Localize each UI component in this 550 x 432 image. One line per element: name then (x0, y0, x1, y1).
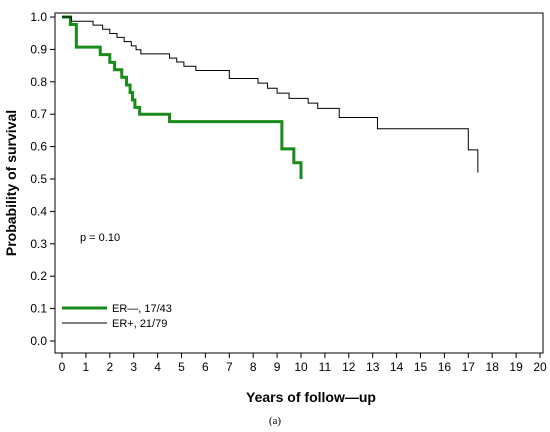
y-tick-label: 0.7 (30, 107, 47, 121)
x-tick-label: 8 (250, 360, 257, 374)
x-tick-label: 7 (226, 360, 233, 374)
y-tick-label: 0.5 (30, 172, 47, 186)
x-tick-label: 12 (342, 360, 356, 374)
y-tick-label: 0.9 (30, 42, 47, 56)
x-tick-label: 9 (274, 360, 281, 374)
er-negative-curve (62, 15, 303, 179)
x-tick-label: 20 (533, 360, 547, 374)
y-tick-label: 0.3 (30, 237, 47, 251)
er-positive-curve (62, 16, 479, 173)
figure-caption: (a) (269, 415, 282, 427)
x-tick-label: 18 (486, 360, 500, 374)
y-axis-title: Probability of survival (3, 110, 19, 256)
x-tick-label: 16 (438, 360, 452, 374)
survival-curves (62, 15, 479, 179)
legend-label-er-neg: ER—, 17/43 (112, 303, 172, 315)
x-tick-label: 4 (154, 360, 161, 374)
y-tick-label: 0.6 (30, 140, 47, 154)
y-tick-label: 0.8 (30, 75, 47, 89)
y-tick-label: 0.0 (30, 334, 47, 348)
y-axis: 0.0 0.1 0.2 0.3 0.4 0.5 0.6 0.7 0.8 0.9 1.0 (30, 10, 55, 348)
x-tick-label: 19 (509, 360, 523, 374)
x-axis-title: Years of follow—up (246, 389, 376, 405)
x-tick-label: 13 (366, 360, 380, 374)
x-tick-label: 0 (59, 360, 66, 374)
legend: ER—, 17/43 ER+, 21/79 (62, 303, 172, 330)
x-tick-label: 17 (462, 360, 476, 374)
x-tick-label: 10 (294, 360, 308, 374)
x-tick-label: 6 (202, 360, 209, 374)
x-tick-label: 15 (414, 360, 428, 374)
plot-frame (54, 12, 544, 354)
x-tick-label: 3 (130, 360, 137, 374)
x-tick-label: 1 (83, 360, 90, 374)
y-tick-label: 0.1 (30, 302, 47, 316)
y-tick-label: 0.4 (30, 204, 47, 218)
p-value-annotation: p = 0.10 (80, 232, 120, 244)
x-tick-label: 11 (319, 360, 332, 374)
legend-label-er-pos: ER+, 21/79 (112, 318, 167, 330)
y-tick-label: 0.2 (30, 269, 47, 283)
x-tick-label: 5 (178, 360, 185, 374)
x-axis: 0 1 2 3 4 5 6 7 8 9 10 11 12 13 14 15 16 17 18 19 20 (59, 353, 547, 374)
y-tick-label: 1.0 (30, 10, 47, 24)
x-tick-label: 2 (106, 360, 113, 374)
x-tick-label: 14 (390, 360, 404, 374)
